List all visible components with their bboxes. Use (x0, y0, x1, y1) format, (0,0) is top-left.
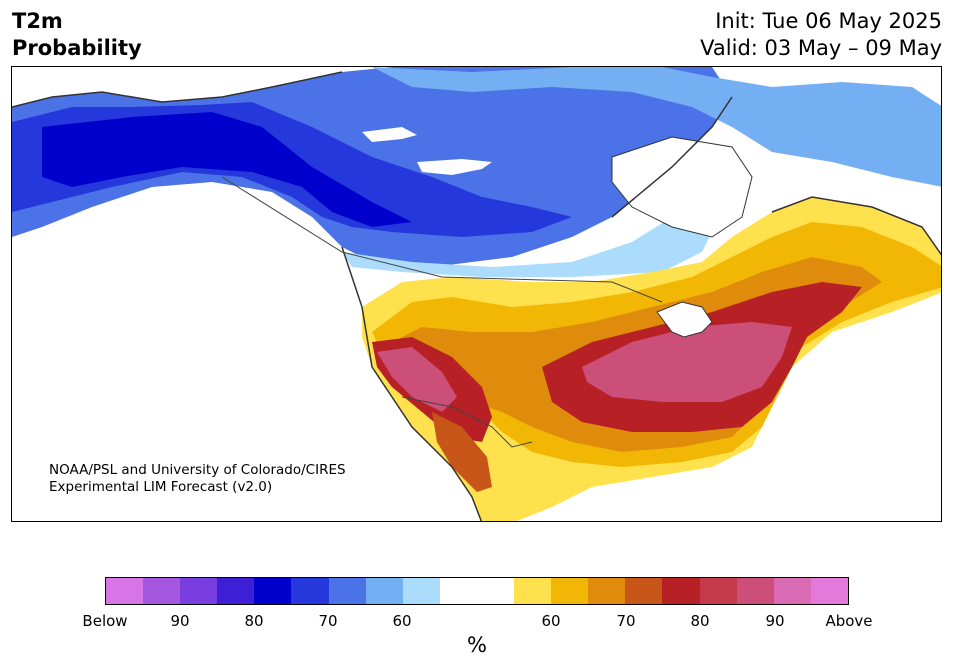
coastline (12, 71, 941, 521)
probability-map-graphic (12, 67, 941, 521)
colorbar-segment (328, 578, 366, 604)
colorbar-tick-label: 80 (690, 612, 710, 630)
colorbar-tick-label: Above (825, 612, 873, 630)
colorbar-segment (291, 578, 329, 604)
title-product: Probability (12, 36, 142, 60)
arctic-light-blue (372, 67, 941, 187)
colorbar-segment (254, 578, 292, 604)
colorbar-segment (588, 578, 626, 604)
colorbar-tick-label: 80 (244, 612, 264, 630)
great-lakes (656, 301, 713, 338)
colorbar-tick-label: 60 (541, 612, 561, 630)
warm-magenta-core (377, 322, 792, 412)
colorbar-tick-label: 70 (616, 612, 636, 630)
colorbar-segment (217, 578, 255, 604)
title-variable: T2m (12, 9, 63, 33)
probability-colorbar (105, 577, 849, 605)
map-title: T2m Probability (12, 8, 142, 62)
forecast-map: NOAA/PSL and University of Colorado/CIRE… (11, 66, 942, 522)
colorbar-tick-label: 90 (170, 612, 190, 630)
us-canada-border (221, 176, 663, 303)
colorbar-segment (551, 578, 589, 604)
colorbar-segment (402, 578, 440, 604)
colorbar-segment (699, 578, 737, 604)
colorbar-unit-label: % (467, 633, 487, 657)
colorbar-segment (625, 578, 663, 604)
colorbar-tick-label: 70 (318, 612, 338, 630)
hudson-bay (611, 136, 753, 238)
colorbar-segment (180, 578, 218, 604)
light-blue-fringe (342, 217, 712, 277)
colorbar-segment (439, 578, 477, 604)
colorbar-segment (736, 578, 774, 604)
colorbar-segment (143, 578, 181, 604)
colorbar-tick-label: 90 (765, 612, 785, 630)
credit-line-1: NOAA/PSL and University of Colorado/CIRE… (49, 462, 346, 478)
init-date: Init: Tue 06 May 2025 (715, 9, 942, 33)
colorbar-tick-label: Below (82, 612, 128, 630)
colorbar-segment (365, 578, 403, 604)
colorbar-segment (514, 578, 552, 604)
attribution-text: NOAA/PSL and University of Colorado/CIRE… (49, 462, 346, 496)
credit-line-2: Experimental LIM Forecast (v2.0) (49, 479, 273, 495)
us-mexico-border (401, 396, 533, 448)
forecast-dates: Init: Tue 06 May 2025 Valid: 03 May – 09… (700, 8, 942, 62)
darkest-cold-core (42, 112, 412, 227)
great-slave-lake (417, 159, 492, 175)
colorbar-tick-label: 60 (392, 612, 412, 630)
colorbar-segment (773, 578, 811, 604)
colorbar-segment (810, 578, 848, 604)
colorbar-segment (662, 578, 700, 604)
colorbar-segment (106, 578, 144, 604)
mexico-red (432, 412, 492, 492)
valid-period: Valid: 03 May – 09 May (700, 36, 942, 60)
colorbar-segment (476, 578, 515, 604)
great-bear-lake (362, 127, 417, 142)
